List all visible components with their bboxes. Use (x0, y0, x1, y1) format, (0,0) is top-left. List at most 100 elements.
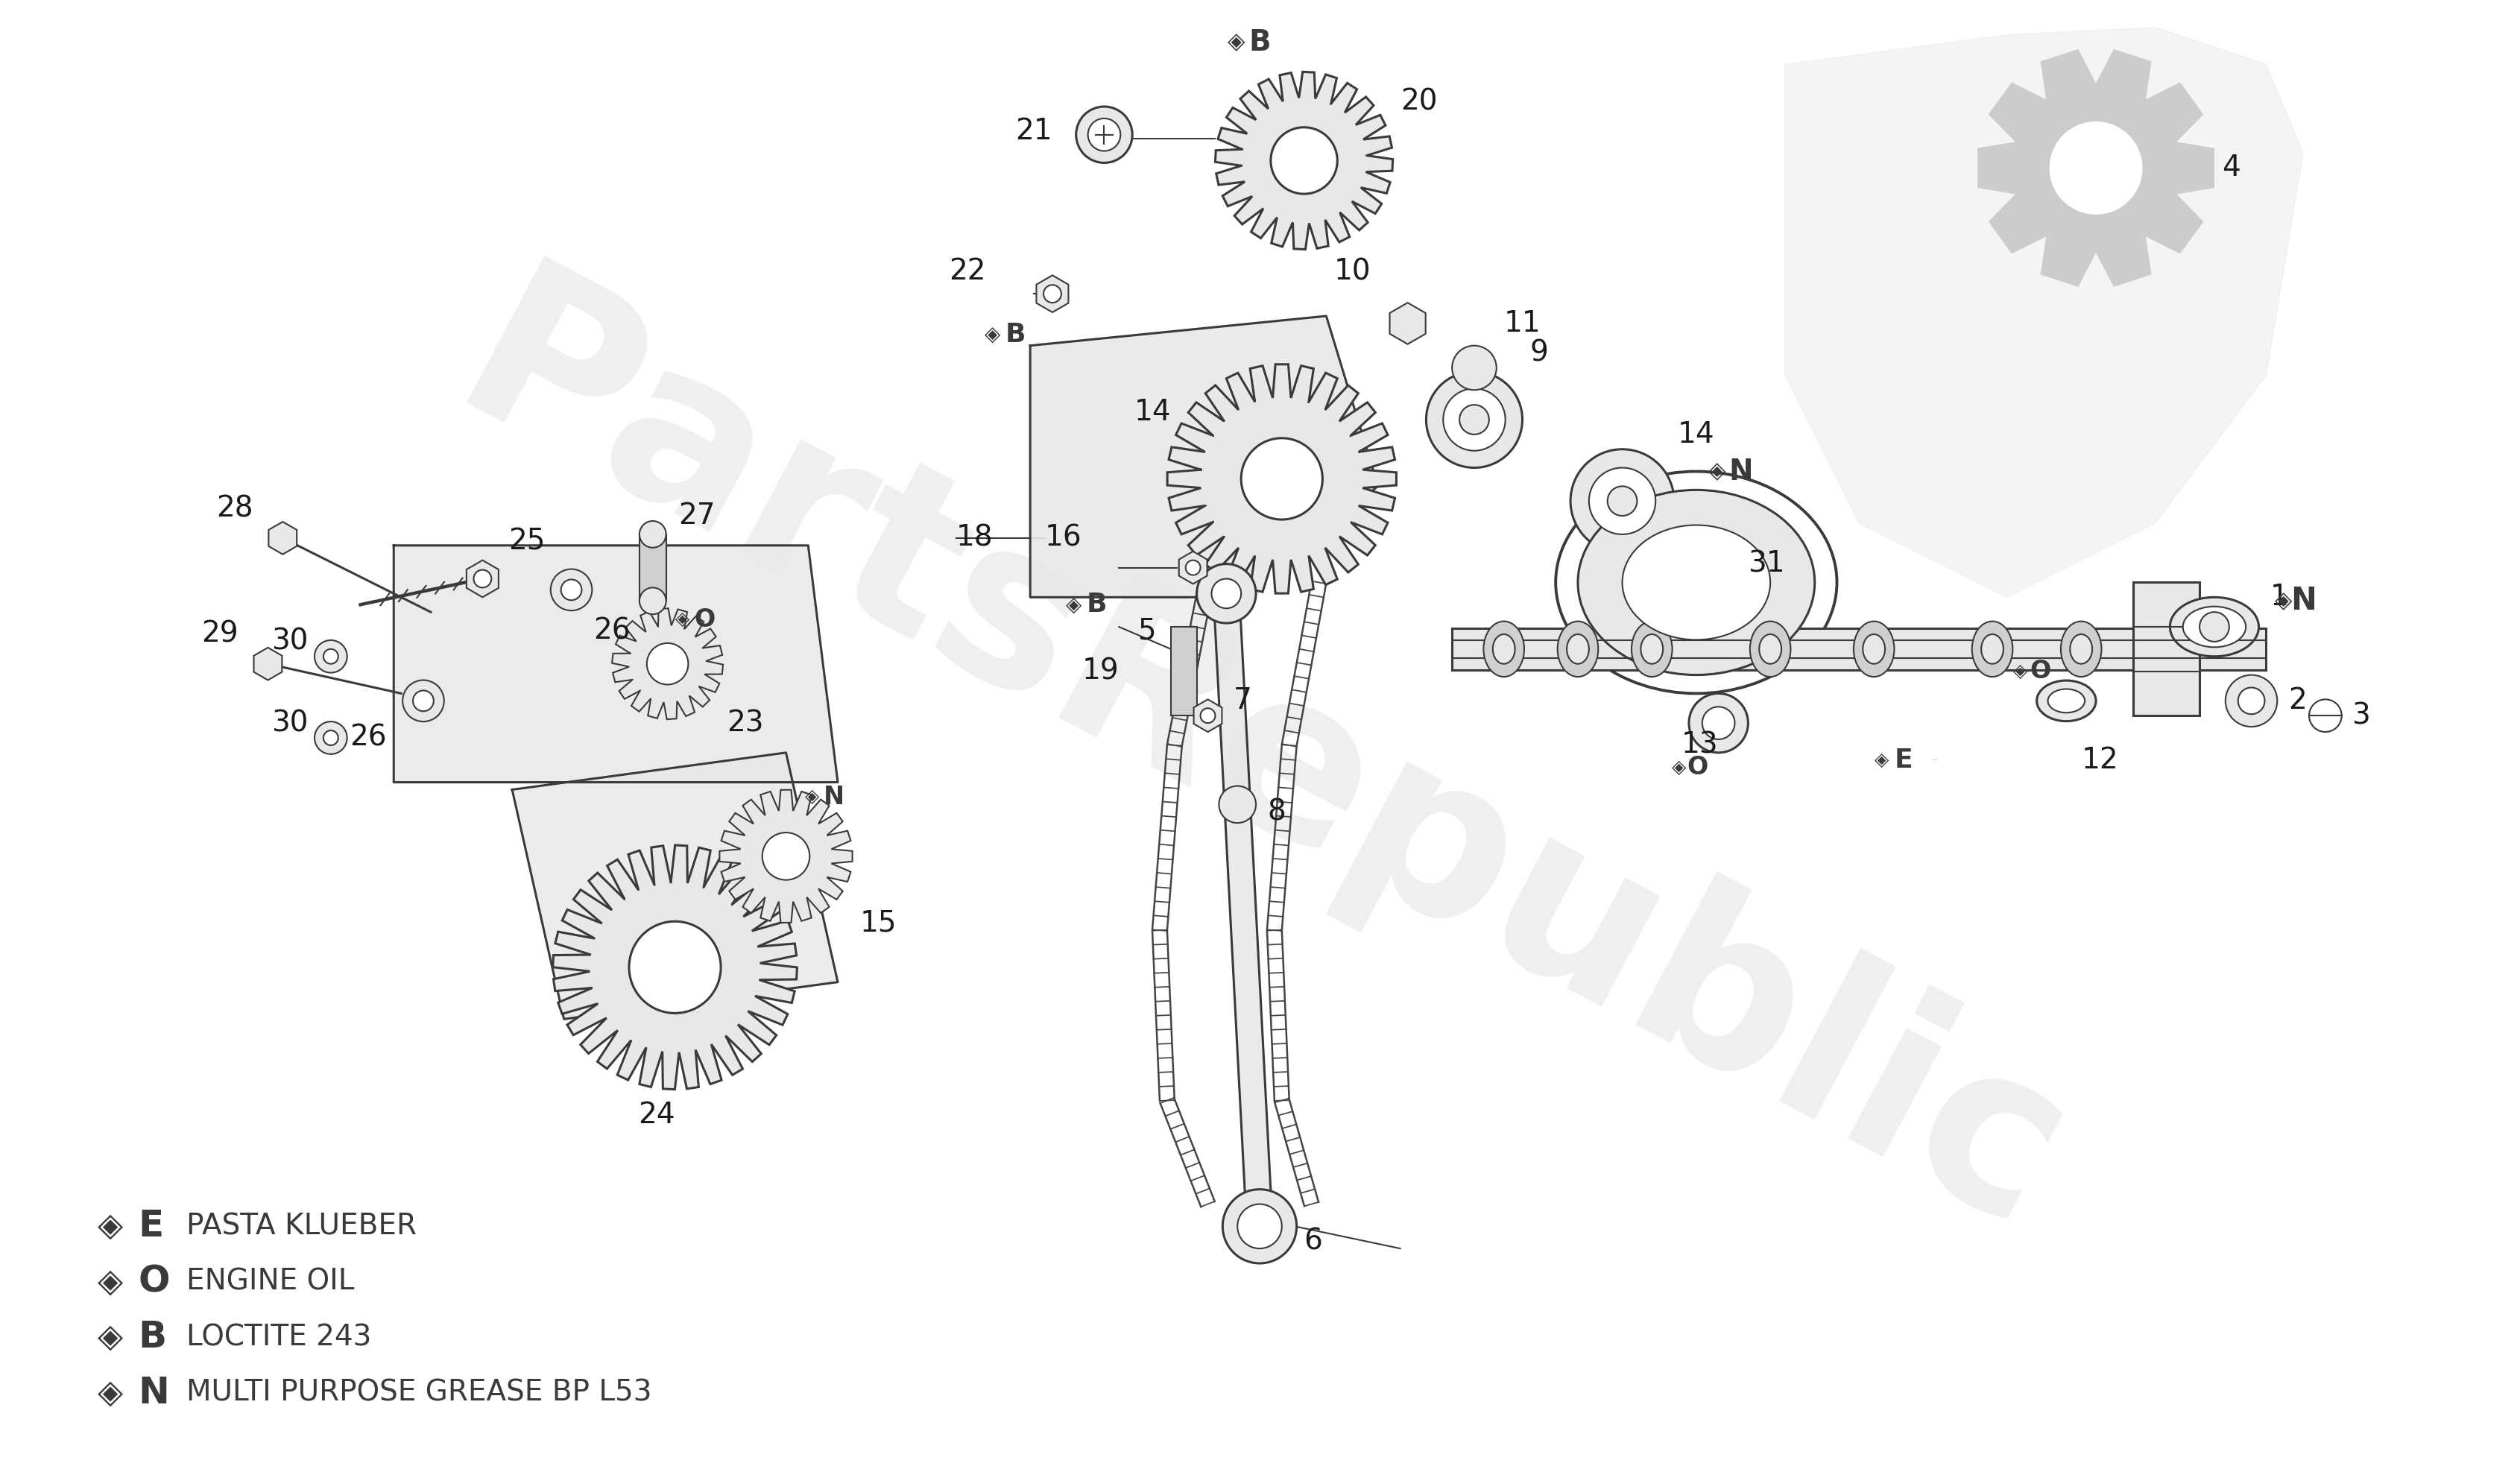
Text: N: N (139, 1375, 169, 1410)
Polygon shape (1215, 593, 1273, 1228)
Circle shape (1197, 564, 1255, 623)
Polygon shape (255, 648, 282, 680)
Ellipse shape (2049, 689, 2084, 712)
Text: ◈: ◈ (1875, 751, 1887, 768)
Ellipse shape (1630, 621, 1673, 677)
Text: 14: 14 (1134, 397, 1172, 427)
Text: 3: 3 (2351, 702, 2369, 730)
Ellipse shape (1492, 634, 1515, 664)
Bar (2132, 583, 2200, 715)
Circle shape (323, 730, 338, 745)
Ellipse shape (1555, 471, 1837, 693)
Text: 30: 30 (272, 627, 307, 657)
Text: LOCTITE 243: LOCTITE 243 (186, 1323, 370, 1351)
Circle shape (648, 643, 688, 684)
Circle shape (2308, 699, 2341, 732)
Circle shape (2238, 687, 2265, 714)
Polygon shape (1179, 552, 1207, 584)
Circle shape (1076, 106, 1131, 163)
Ellipse shape (1759, 634, 1782, 664)
Circle shape (1688, 693, 1749, 752)
Ellipse shape (1641, 634, 1663, 664)
Circle shape (474, 570, 491, 587)
Text: 1: 1 (2271, 583, 2288, 611)
Circle shape (2200, 612, 2230, 642)
Circle shape (403, 680, 444, 721)
Text: ◈: ◈ (1709, 461, 1726, 483)
Text: 16: 16 (1046, 524, 1081, 552)
Text: O: O (2031, 659, 2051, 683)
Text: ◈: ◈ (1227, 31, 1245, 53)
Text: ◈: ◈ (98, 1322, 123, 1353)
Circle shape (413, 690, 433, 711)
Circle shape (1220, 786, 1255, 823)
Text: 30: 30 (272, 710, 307, 737)
Bar (1172, 627, 1197, 715)
Text: PartsRepublic: PartsRepublic (423, 250, 2097, 1281)
Text: 23: 23 (726, 710, 764, 737)
Ellipse shape (1973, 621, 2013, 677)
Circle shape (1608, 486, 1638, 515)
Ellipse shape (2182, 606, 2245, 648)
Polygon shape (1215, 72, 1394, 249)
Circle shape (1452, 346, 1497, 390)
Text: 29: 29 (202, 620, 239, 648)
Text: 5: 5 (1137, 617, 1157, 645)
Text: 9: 9 (1530, 339, 1547, 367)
Text: 21: 21 (1016, 116, 1053, 146)
Circle shape (1184, 561, 1200, 576)
Circle shape (1222, 1189, 1298, 1263)
Text: 12: 12 (2082, 746, 2119, 774)
Text: N: N (1729, 458, 1754, 486)
Text: 24: 24 (638, 1101, 675, 1129)
Text: MULTI PURPOSE GREASE BP L53: MULTI PURPOSE GREASE BP L53 (186, 1379, 653, 1407)
Text: 25: 25 (509, 527, 544, 556)
Text: 10: 10 (1333, 258, 1371, 286)
Text: B: B (1086, 592, 1106, 617)
Text: ◈: ◈ (985, 324, 1000, 344)
Polygon shape (612, 608, 723, 720)
Text: ◈: ◈ (98, 1210, 123, 1242)
Circle shape (315, 640, 348, 673)
Text: O: O (139, 1264, 169, 1300)
Circle shape (2225, 676, 2278, 727)
Circle shape (1426, 371, 1522, 468)
Text: N: N (2291, 586, 2316, 617)
Polygon shape (1784, 28, 2303, 598)
Ellipse shape (2036, 680, 2097, 721)
Text: ◈: ◈ (1066, 595, 1081, 615)
Ellipse shape (1578, 490, 1814, 676)
Polygon shape (552, 845, 796, 1089)
Circle shape (1570, 449, 1673, 553)
Text: ◈: ◈ (2013, 662, 2026, 680)
Circle shape (1237, 1204, 1283, 1248)
Ellipse shape (1749, 621, 1792, 677)
Text: 8: 8 (1268, 798, 1285, 826)
Circle shape (562, 580, 582, 601)
Text: B: B (1247, 28, 1270, 56)
Ellipse shape (2170, 598, 2258, 657)
Text: 28: 28 (217, 495, 252, 523)
Circle shape (1701, 707, 1734, 739)
Ellipse shape (2069, 634, 2092, 664)
Bar (1452, 629, 2265, 670)
Circle shape (1270, 127, 1338, 194)
Text: ◈: ◈ (675, 611, 690, 629)
Polygon shape (393, 546, 837, 782)
Bar (1688, 546, 1741, 583)
Text: 27: 27 (678, 502, 716, 530)
Polygon shape (1194, 699, 1222, 732)
Circle shape (1590, 468, 1656, 534)
Ellipse shape (1484, 621, 1525, 677)
Circle shape (761, 833, 809, 880)
Text: ◈: ◈ (804, 788, 819, 807)
Circle shape (640, 587, 665, 614)
Text: N: N (824, 785, 844, 810)
Polygon shape (1167, 364, 1396, 593)
Text: PASTA KLUEBER: PASTA KLUEBER (186, 1211, 416, 1241)
Text: ◈: ◈ (98, 1376, 123, 1409)
Circle shape (630, 921, 721, 1013)
Circle shape (323, 649, 338, 664)
Polygon shape (1978, 52, 2213, 286)
Text: ◈: ◈ (2276, 590, 2293, 612)
